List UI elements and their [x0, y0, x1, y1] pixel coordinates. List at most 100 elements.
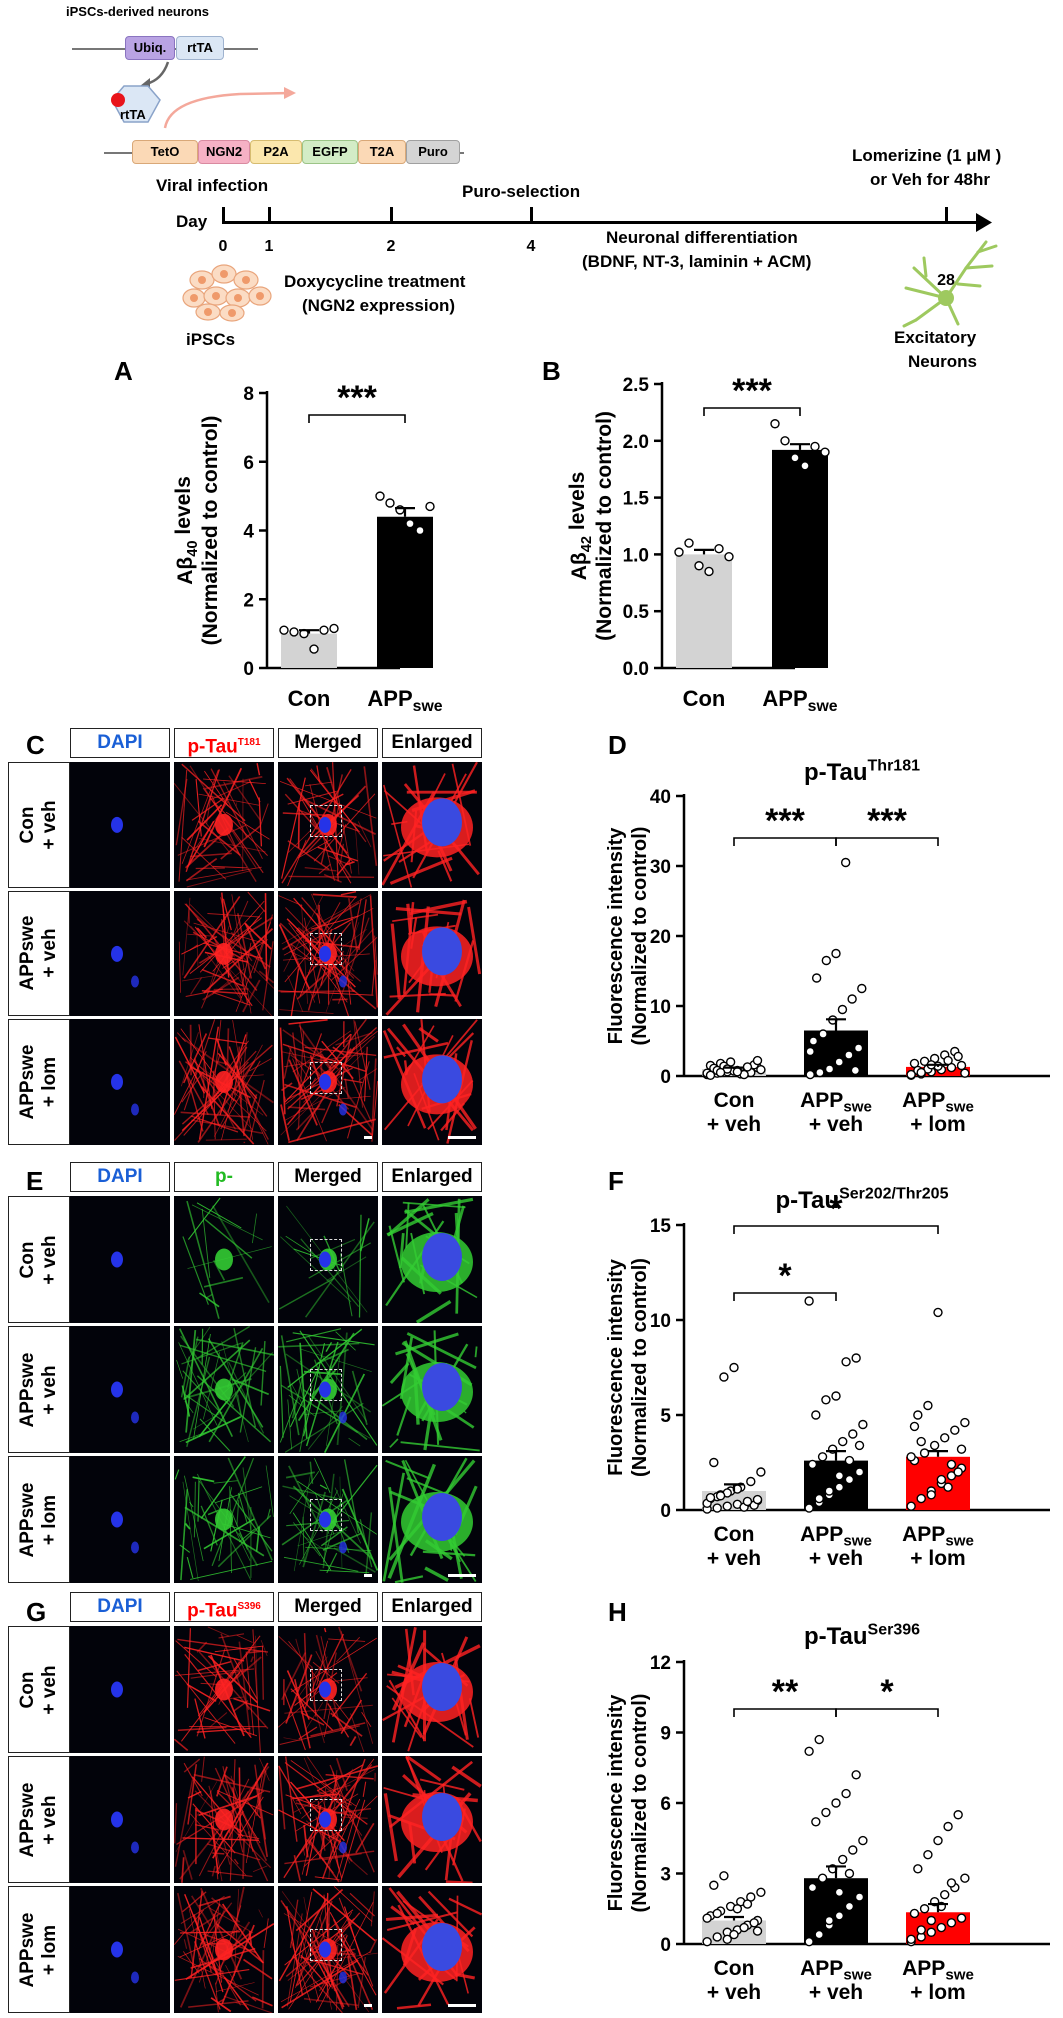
chart-a-category-label: APPswe [367, 686, 442, 715]
timeline-arrowhead [976, 213, 992, 232]
chart-h-point [919, 1904, 930, 1914]
chart-b-ytick-label: 2.0 [623, 432, 649, 453]
chart-b-point [694, 561, 704, 571]
chart-d-sig-label: *** [867, 802, 907, 840]
chart-h-category-label: + lom [910, 1981, 965, 2004]
grid-g-row-header-2: APPswe + lom [8, 1886, 70, 2013]
micrograph-e-r0-c1 [174, 1196, 274, 1323]
viral-infection-label: Viral infection [156, 176, 269, 195]
micrograph-art [278, 1886, 378, 2013]
chart-f-category-label: + veh [707, 1547, 761, 1570]
chart-a-category-label: Con [288, 686, 331, 711]
chart-a-point [289, 627, 299, 637]
chart-f-ptau-ser202: p-TauSer202/Thr205 0 5 10 15 Fluorescence int… [605, 1185, 1050, 1570]
chart-f-sig-label: * [778, 1257, 792, 1295]
chart-d-point [916, 1067, 926, 1078]
chart-a-ylabel: Aβ40 levels (Normalized to control) [172, 416, 222, 646]
zoom-region-box [310, 804, 342, 837]
chart-f-point [844, 1474, 855, 1485]
chart-h-ytick-label: 12 [650, 1653, 671, 1674]
chart-h-point [926, 1915, 936, 1926]
chart-d-point [906, 1069, 916, 1080]
chart-b-point [704, 566, 714, 577]
micrograph-c-r0-c1 [174, 762, 274, 888]
chart-d-ylabel: Fluorescence intensity (Normalized to con… [605, 827, 651, 1046]
grid-c-row-header-1: APPswe + veh [8, 890, 70, 1017]
panel-label-h: H [608, 1597, 627, 1627]
row-header-line1: APPswe [17, 1044, 38, 1120]
chart-h-point [956, 1913, 967, 1923]
chart-f-point [814, 1493, 824, 1504]
grid-c-row-header-2: APPswe + lom [8, 1019, 70, 1145]
schematic: iPSCs-derived neurons Ubiq. rtTA rtTA Te… [0, 0, 1063, 371]
micrograph-c-r2-c2 [278, 1019, 378, 1145]
chart-a-sig-bracket [308, 414, 406, 423]
micrograph-c-r0-c3 [382, 762, 482, 888]
chart-h-point [804, 1936, 814, 1947]
chart-b-point [724, 551, 734, 562]
grid-e-row-header-1: APPswe + veh [8, 1326, 70, 1453]
chart-d-point [811, 973, 822, 983]
chart-f-point [817, 1452, 828, 1462]
micrograph-art [111, 1681, 123, 1698]
chart-d-ytick-label: 20 [650, 927, 671, 948]
chart-h-point [848, 1845, 858, 1855]
col-header-text: p-Tau [187, 736, 238, 758]
grid-e-row-header-2: APPswe + lom [8, 1456, 70, 1583]
chart-b-ytick-label: 1.5 [623, 489, 650, 510]
chart-d-point [808, 1036, 819, 1046]
chart-f-point [956, 1444, 967, 1454]
chart-b-bar [772, 449, 828, 668]
chart-h-point [923, 1849, 933, 1860]
row-header-text: APPswe + lom [17, 1912, 61, 1987]
row-header-text: APPswe + veh [17, 1782, 61, 1857]
chart-a-ylabel-line2: (Normalized to control) [199, 416, 222, 646]
day-0: 0 [218, 238, 228, 255]
micrograph-art [385, 1197, 478, 1323]
chart-f-point [940, 1433, 950, 1443]
grid-c-row-header-0: Con + veh [8, 762, 70, 888]
chart-d-category-label: APPswe [800, 1089, 872, 1116]
schematic-title: iPSCs-derived neurons [66, 4, 210, 19]
micrograph-art [111, 945, 139, 988]
chart-f-ytick-label: 5 [660, 1406, 671, 1427]
chart-h-point [814, 1929, 824, 1940]
doxy-label-1: Doxycycline treatment [284, 272, 466, 291]
chart-h-point [838, 1854, 848, 1865]
micrograph-art [176, 1326, 274, 1452]
chart-f-ytick-label: 10 [650, 1311, 671, 1332]
chart-h-ptau-ser396: p-TauSer396 0 3 6 9 12 Fluorescence intensity(… [605, 1621, 1050, 2004]
chart-a-ytick-label: 6 [243, 453, 254, 474]
chart-f-point [960, 1417, 970, 1428]
chart-d-point [756, 1065, 766, 1075]
chart-f-point [811, 1410, 821, 1420]
chart-b-ytick-label: 0.0 [623, 659, 649, 680]
neuronal-diff-2: (BDNF, NT-3, laminin + ACM) [582, 252, 812, 271]
chart-d-point [818, 1029, 828, 1039]
micrograph-art [111, 1941, 139, 1984]
grid-c-col-header-1: p-TauT181 [174, 728, 274, 758]
chart-h-point [712, 1908, 722, 1919]
chart-h-point [906, 1934, 916, 1944]
row-header-line1: Con [17, 1241, 38, 1278]
chart-h-point [960, 1873, 970, 1883]
chart-f-category-label: APPswe [902, 1523, 974, 1550]
row-header-line1: Con [17, 1671, 38, 1708]
chart-f-point [946, 1459, 957, 1470]
chart-a-bar [281, 633, 337, 668]
day-4: 4 [526, 238, 536, 255]
chart-h-point [909, 1908, 920, 1919]
chart-f-category-label: Con [714, 1523, 755, 1546]
chart-f-point [909, 1421, 920, 1432]
chart-b-abeta42: 0.0 0.5 1.0 1.5 2.0 2.5 Aβ42 levels (Normalized… [566, 372, 838, 715]
col-header-text: Merged [294, 1596, 362, 1617]
grid-g-col-header-3: Enlarged [382, 1592, 482, 1622]
chart-f-point [719, 1372, 729, 1382]
timeline-axis [222, 221, 982, 224]
col-header-text: p-Tau [187, 1600, 238, 1622]
micrograph-art [382, 1627, 481, 1752]
chart-d-point [824, 1064, 835, 1074]
row-header-text: Con + veh [17, 800, 61, 849]
micrograph-c-r1-c1 [174, 890, 274, 1017]
ipscs-label: iPSCs [186, 330, 236, 349]
